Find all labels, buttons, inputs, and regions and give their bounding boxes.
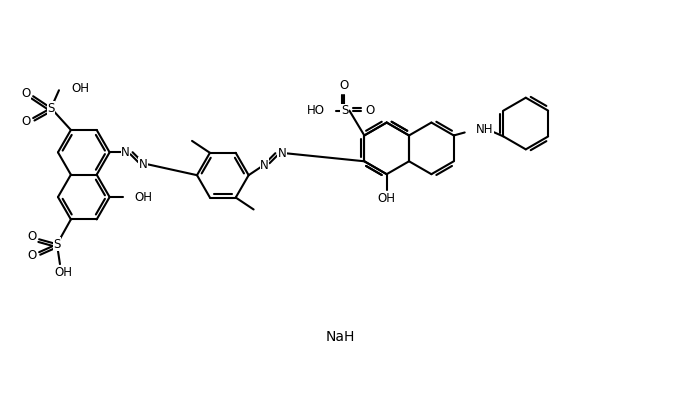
- Text: O: O: [27, 230, 37, 243]
- Text: S: S: [53, 238, 61, 251]
- Text: N: N: [139, 158, 148, 171]
- Text: OH: OH: [71, 82, 89, 95]
- Text: N: N: [121, 146, 130, 159]
- Text: N: N: [260, 159, 269, 172]
- Text: OH: OH: [378, 192, 396, 205]
- Text: OH: OH: [54, 265, 72, 279]
- Text: O: O: [22, 115, 31, 128]
- Text: S: S: [340, 104, 348, 117]
- Text: NaH: NaH: [326, 330, 355, 344]
- Text: N: N: [278, 147, 287, 160]
- Text: OH: OH: [134, 190, 153, 204]
- Text: O: O: [22, 87, 31, 100]
- Text: O: O: [340, 79, 349, 92]
- Text: O: O: [366, 104, 375, 117]
- Text: O: O: [27, 249, 37, 262]
- Text: S: S: [48, 101, 54, 115]
- Text: NH: NH: [475, 123, 493, 136]
- Text: HO: HO: [306, 104, 325, 117]
